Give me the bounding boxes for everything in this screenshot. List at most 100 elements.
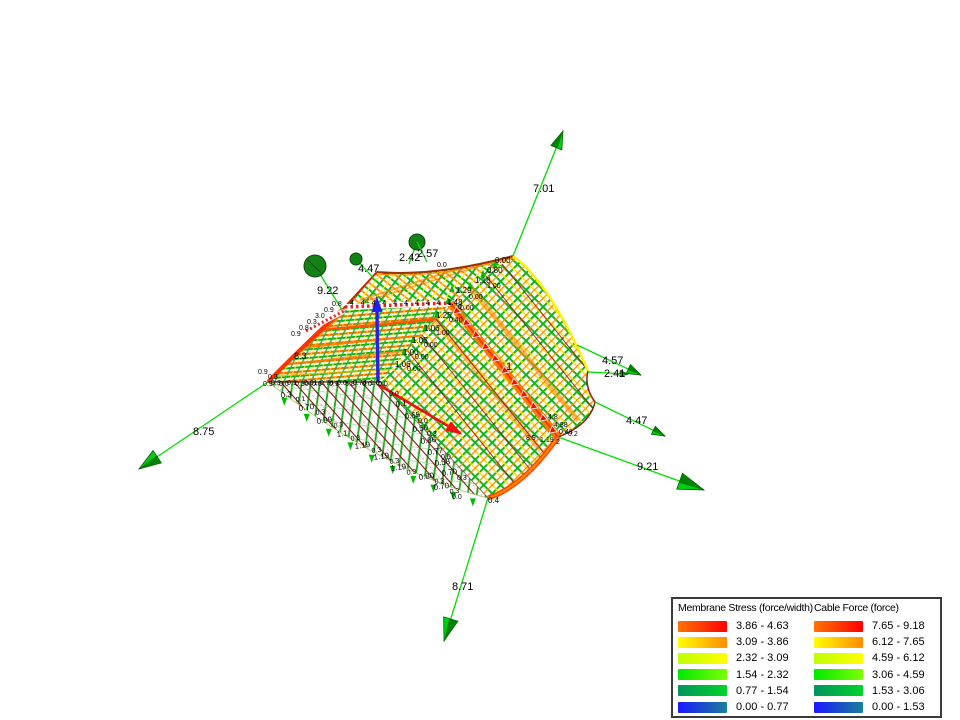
- edge-cable-bottom-right-core: [487, 436, 559, 499]
- mesh-value-label: 0.77: [427, 446, 444, 457]
- x-axis-arrow: [378, 383, 463, 435]
- legend-row: 1.53 - 3.06: [814, 683, 940, 699]
- mesh-value-label: 1.19: [390, 462, 407, 473]
- mesh-value-label: 0.00: [407, 366, 421, 373]
- cable-force-arrow-icon: [519, 389, 529, 398]
- axis-line: [375, 311, 380, 383]
- force-value-label: 8.75: [193, 426, 214, 438]
- legend-title-membrane: Membrane Stress (force/width): [678, 602, 813, 614]
- ridge-tick-label: 4: [436, 300, 440, 307]
- node-stress-arrow-icon: [401, 347, 407, 355]
- mesh-value-label: 1.1: [336, 428, 349, 439]
- support-ball-icon: [349, 252, 363, 266]
- cable-force-arrow-icon: [452, 305, 462, 315]
- node-stress-arrow-icon: [434, 309, 440, 317]
- ridge-cable: [304, 300, 451, 334]
- cone-shade: [550, 131, 563, 149]
- warp-line: [375, 382, 483, 498]
- mesh-value-label: 1.18: [475, 276, 491, 285]
- mesh-value-label: 0.0: [389, 391, 399, 398]
- legend-swatch-icon: [814, 669, 863, 681]
- node-stress-arrow-icon: [422, 323, 428, 331]
- axis-arrowhead-icon: [371, 296, 383, 313]
- support-value-label: 4.47: [358, 263, 379, 275]
- node-stress-arrow-icon: [467, 281, 473, 289]
- cone-shade: [444, 618, 458, 641]
- force-arrow: 4.47: [594, 401, 666, 437]
- force-arrow: 2.41: [587, 368, 629, 380]
- mesh-value-label: 0.3: [371, 447, 382, 455]
- mesh-value-label: 0.8: [299, 325, 309, 332]
- edge-stress-arrow-icon: [450, 492, 457, 501]
- mesh-value-label: 0.0: [437, 262, 447, 269]
- mesh-value-label: 5.8: [345, 381, 355, 388]
- mesh-value-label: 0.00: [460, 305, 474, 312]
- cable-force-arrow-icon: [490, 353, 500, 363]
- force-value-label: 2.41: [604, 368, 625, 380]
- ridge-tick-label: 4: [372, 300, 376, 307]
- node-stress-arrow-icon: [492, 260, 498, 268]
- mesh-value-label: 1.29: [456, 286, 472, 295]
- ridge-tick-label: 4: [382, 300, 386, 307]
- mesh-value-label: 0.3: [280, 389, 293, 400]
- mesh-value-label: 0.3: [434, 478, 445, 486]
- mesh-value-label: 0.70: [441, 467, 458, 478]
- mesh-value-label: 1.19: [354, 440, 371, 451]
- mesh-value-label: 1.05: [412, 336, 428, 345]
- legend-rows-cable: 7.65 - 9.18 6.12 - 7.65 4.59 - 6.12 3.06 - …: [814, 618, 940, 715]
- legend-row: 4.59 - 6.12: [814, 650, 940, 666]
- mesh-value-label: 0.3: [315, 409, 326, 417]
- legend-membrane-stress: Membrane Stress (force/width) 3.86 - 4.6…: [678, 602, 814, 716]
- cable-force-arrow-icon: [500, 365, 510, 375]
- legend-range-label: 1.53 - 3.06: [872, 684, 925, 697]
- mesh-value-label: 0.2: [568, 431, 578, 438]
- mesh-value-label: 1.19: [540, 437, 554, 444]
- mesh-value-label: 0.66: [420, 435, 437, 446]
- cone-shade: [139, 455, 162, 469]
- legend-range-label: 4.59 - 6.12: [872, 652, 925, 665]
- node-stress-arrows: [401, 260, 498, 355]
- legend-swatch-icon: [678, 652, 727, 664]
- cone-shade: [619, 370, 628, 375]
- mesh-value-label: 1.00: [436, 330, 450, 337]
- force-arrow: 4.57: [576, 344, 642, 376]
- mesh-value-label: 0.3: [268, 374, 278, 381]
- mesh-value-label: 0.1: [295, 396, 306, 404]
- cable-force-arrow-icon: [509, 377, 520, 386]
- legend-range-label: 0.77 - 1.54: [736, 684, 789, 697]
- mesh-value-label: 0.40: [449, 317, 463, 324]
- mesh-value-label: 0.76: [320, 380, 334, 387]
- support-value-label: 9.22: [317, 285, 338, 297]
- ridge-tick-label: 4: [426, 300, 430, 307]
- legend-range-label: 1.54 - 2.32: [736, 668, 789, 681]
- z-axis-arrow: [371, 296, 383, 383]
- mesh-value-label: 0.65: [404, 410, 421, 421]
- edge-top-inner: [376, 257, 514, 276]
- mesh-value-label: 0.30: [295, 381, 309, 388]
- mesh-value-label: 0.3: [271, 380, 281, 387]
- mesh-value-label: 0.70: [353, 380, 367, 387]
- force-value-label: 8.71: [452, 581, 473, 593]
- cone-shade: [627, 364, 641, 375]
- support-value-label: 2.57: [417, 248, 438, 260]
- force-arrow: 8.75: [138, 381, 269, 470]
- node-stress-arrow-icon: [449, 284, 455, 292]
- mesh-value-label: 0.80: [418, 471, 435, 482]
- mesh-value-label: 0.3: [449, 488, 460, 496]
- legend-range-label: 3.86 - 4.63: [736, 620, 789, 633]
- force-value-label: 4.47: [626, 415, 647, 427]
- legend-row: 6.12 - 7.65: [814, 634, 940, 650]
- mesh-value-label: 0.70: [433, 481, 450, 492]
- edge-stress-arrow-icon: [281, 397, 288, 406]
- edge-upper-left: [341, 271, 378, 311]
- mesh-value-label: 0.4: [488, 496, 500, 505]
- support-ball: 2.42: [399, 233, 426, 265]
- legend-range-label: 6.12 - 7.65: [872, 636, 925, 649]
- mesh-value-label: 0.3: [333, 422, 344, 430]
- cable-force-arrow-icon: [461, 317, 472, 327]
- force-line: [512, 130, 564, 257]
- legend-swatch-icon: [678, 701, 727, 713]
- axis-arrowhead-icon: [445, 421, 463, 435]
